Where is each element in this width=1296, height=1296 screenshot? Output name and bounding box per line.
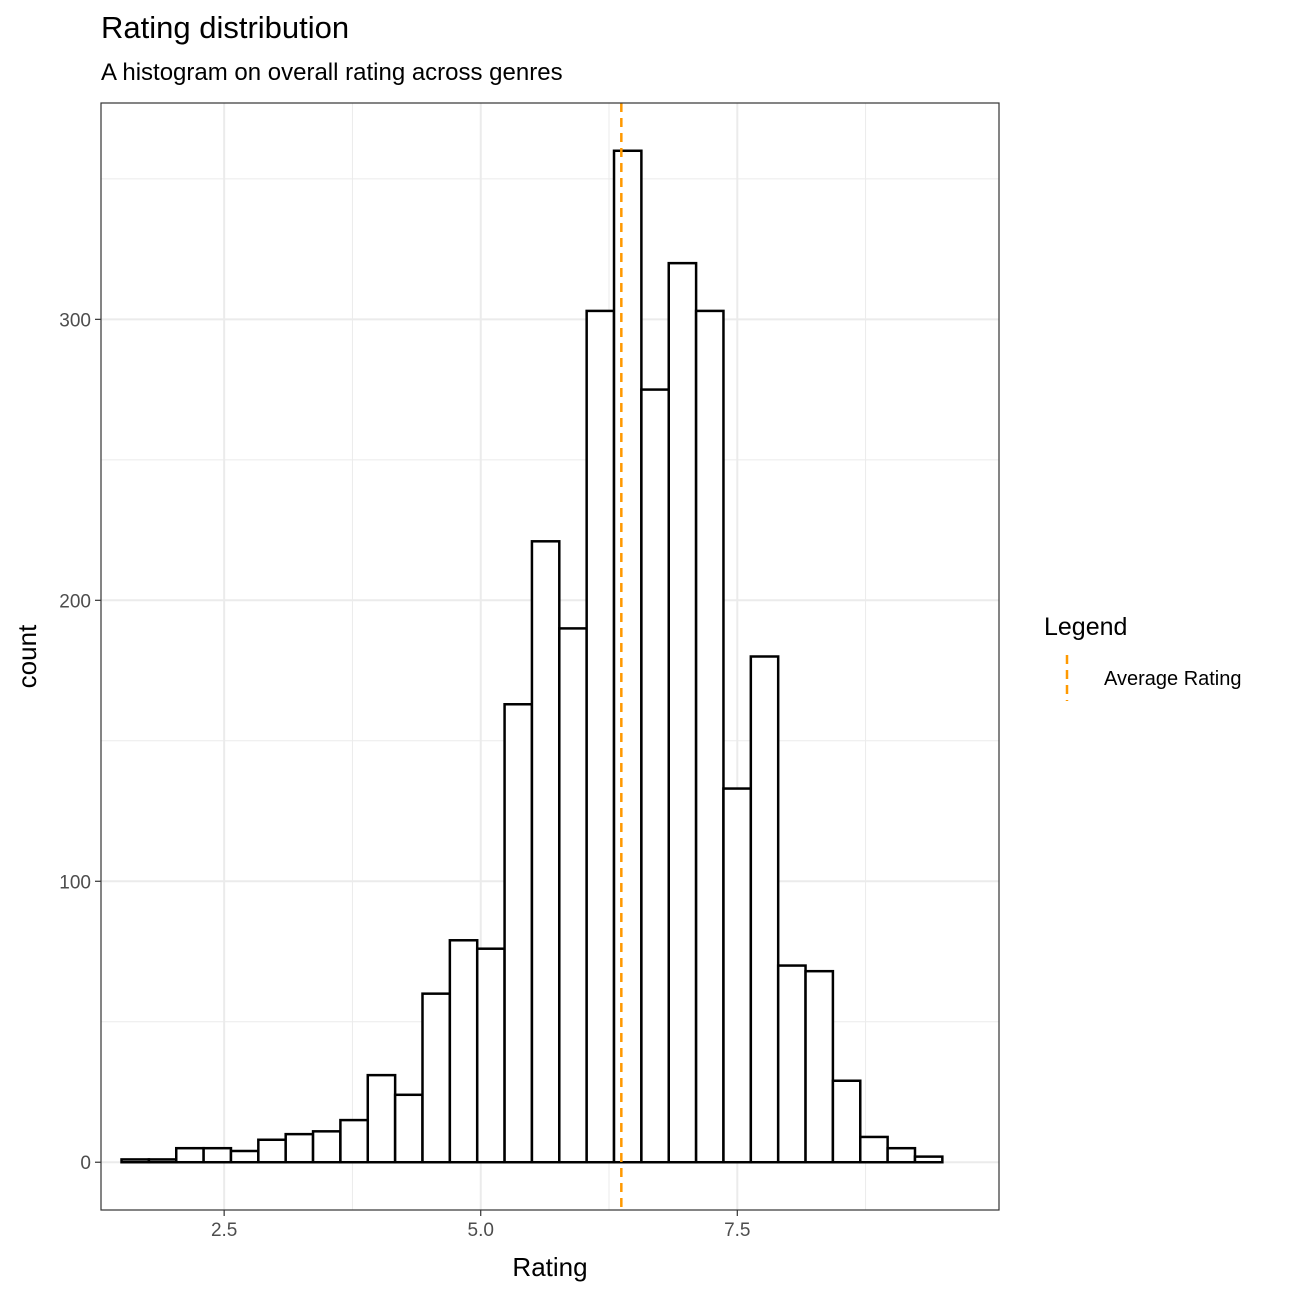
legend-key-average-rating <box>1065 655 1069 701</box>
histogram-bar <box>475 947 506 1164</box>
histogram-bar <box>831 1079 862 1164</box>
histogram-bar <box>366 1073 397 1164</box>
histogram-bar <box>612 149 643 1164</box>
legend-title: Legend <box>1044 613 1128 641</box>
histogram-bar <box>722 787 753 1164</box>
histogram-bar <box>886 1146 917 1164</box>
y-tick-label: 100 <box>59 872 91 893</box>
histogram-bar <box>640 388 670 1164</box>
histogram-bar <box>421 992 452 1164</box>
x-axis-title: Rating <box>512 1252 587 1282</box>
histogram-bar <box>284 1132 315 1164</box>
histogram-bar <box>913 1155 944 1164</box>
histogram-bar <box>776 964 807 1164</box>
histogram-bar <box>202 1146 233 1164</box>
histogram-bar <box>229 1149 260 1164</box>
y-tick-label: 200 <box>59 591 91 612</box>
histogram-bar <box>147 1158 178 1164</box>
histogram-bar <box>174 1146 205 1164</box>
histogram-bar <box>339 1118 370 1164</box>
histogram-bar <box>585 309 616 1164</box>
chart-title: Rating distribution <box>101 10 350 45</box>
plot-border <box>100 102 1000 1211</box>
histogram-bar <box>859 1135 889 1164</box>
chart-subtitle: A histogram on overall rating across gen… <box>101 59 563 86</box>
histogram-bar <box>257 1138 287 1164</box>
y-tick-label: 300 <box>59 310 91 331</box>
histogram-bar <box>311 1130 342 1164</box>
histogram-bar <box>558 627 588 1164</box>
histogram-bar <box>694 309 725 1164</box>
legend-label-average-rating: Average Rating <box>1104 668 1242 690</box>
histogram-bar <box>448 939 479 1164</box>
histogram-bar <box>530 540 561 1164</box>
y-axis-title: count <box>12 624 42 688</box>
x-tick-label: 5.0 <box>468 1220 494 1241</box>
histogram-bar <box>804 969 835 1164</box>
x-tick-label: 2.5 <box>211 1220 237 1241</box>
histogram-bar <box>120 1158 151 1164</box>
y-tick-label: 0 <box>80 1153 91 1174</box>
histogram-bar <box>749 655 780 1164</box>
histogram-bar <box>503 703 534 1164</box>
histogram-bar <box>667 261 698 1164</box>
x-tick-label: 7.5 <box>724 1220 750 1241</box>
histogram-bar <box>393 1093 424 1164</box>
